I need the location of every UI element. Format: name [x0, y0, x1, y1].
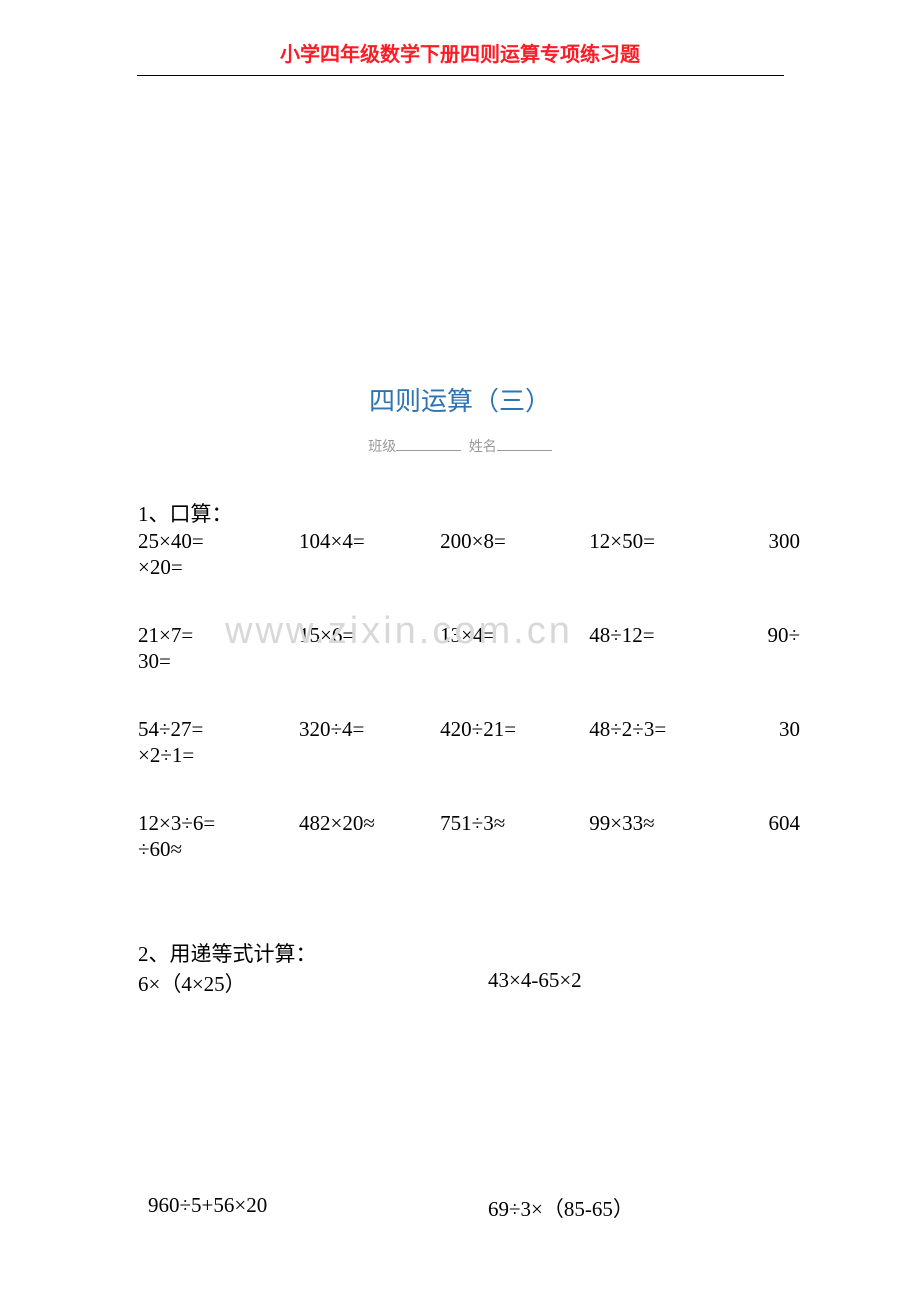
problem-row: 25×40= 104×4= 200×8= 12×50= 300 [138, 528, 800, 554]
problem-cell: 48÷2÷3= [589, 716, 740, 742]
expression-cell: 6×（4×25） [138, 968, 488, 998]
section2-label: 2、用递等式计算： [138, 938, 800, 968]
problem-cell: 99×33≈ [589, 810, 740, 836]
expression-cell: 43×4-65×2 [488, 968, 788, 998]
problem-cell: 30 [740, 716, 800, 742]
expression-row: 960÷5+56×20 69÷3×（85-65） [138, 1193, 800, 1223]
problem-cell: 420÷21= [440, 716, 589, 742]
problem-wrap: ×20= [138, 554, 800, 580]
expression-cell: 960÷5+56×20 [138, 1193, 488, 1223]
content-area: 1、口算： 25×40= 104×4= 200×8= 12×50= 300 ×2… [138, 498, 800, 1223]
problem-wrap: ÷60≈ [138, 836, 800, 862]
problem-row: 12×3÷6= 482×20≈ 751÷3≈ 99×33≈ 604 [138, 810, 800, 836]
problem-cell: 300 [740, 528, 800, 554]
problem-row: 54÷27= 320÷4= 420÷21= 48÷2÷3= 30 [138, 716, 800, 742]
problem-cell: 320÷4= [299, 716, 440, 742]
problem-cell: 604 [740, 810, 800, 836]
name-label: 姓名 [469, 440, 497, 455]
problem-cell: 12×50= [589, 528, 740, 554]
problem-cell: 12×3÷6= [138, 810, 299, 836]
problem-cell: 90÷ [740, 622, 800, 648]
document-header: 小学四年级数学下册四则运算专项练习题 [0, 0, 920, 67]
problem-cell: 751÷3≈ [440, 810, 589, 836]
problem-cell: 104×4= [299, 528, 440, 554]
name-blank [497, 450, 552, 451]
problem-cell: 482×20≈ [299, 810, 440, 836]
problem-cell: 54÷27= [138, 716, 299, 742]
watermark: www.zixin.com.cn [225, 610, 573, 653]
expression-cell: 69÷3×（85-65） [488, 1193, 788, 1223]
header-underline [137, 75, 784, 76]
problem-wrap: ×2÷1= [138, 742, 800, 768]
worksheet-title: 四则运算（三） [0, 381, 920, 418]
class-blank [396, 450, 461, 451]
expression-row: 6×（4×25） 43×4-65×2 [138, 968, 800, 998]
student-info-line: 班级 姓名 [0, 436, 920, 456]
class-label: 班级 [368, 440, 396, 455]
section1-label: 1、口算： [138, 498, 800, 528]
problem-cell: 25×40= [138, 528, 299, 554]
problem-cell: 48÷12= [589, 622, 740, 648]
problem-cell: 200×8= [440, 528, 589, 554]
